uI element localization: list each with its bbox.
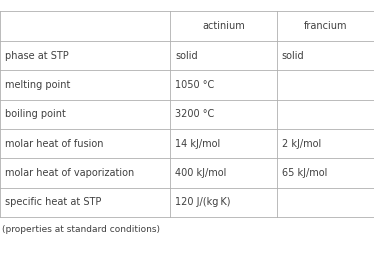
Text: 2 kJ/mol: 2 kJ/mol — [282, 139, 321, 149]
Text: molar heat of fusion: molar heat of fusion — [5, 139, 103, 149]
Text: solid: solid — [175, 51, 197, 60]
Text: boiling point: boiling point — [5, 109, 66, 119]
Text: melting point: melting point — [5, 80, 70, 90]
Text: francium: francium — [304, 21, 347, 31]
Text: 120 J/(kg K): 120 J/(kg K) — [175, 197, 230, 208]
Text: 14 kJ/mol: 14 kJ/mol — [175, 139, 220, 149]
Text: specific heat at STP: specific heat at STP — [5, 197, 101, 208]
Text: molar heat of vaporization: molar heat of vaporization — [5, 168, 134, 178]
Text: (properties at standard conditions): (properties at standard conditions) — [2, 225, 160, 234]
Text: solid: solid — [282, 51, 304, 60]
Text: phase at STP: phase at STP — [5, 51, 68, 60]
Text: actinium: actinium — [202, 21, 245, 31]
Text: 1050 °C: 1050 °C — [175, 80, 214, 90]
Text: 65 kJ/mol: 65 kJ/mol — [282, 168, 327, 178]
Text: 400 kJ/mol: 400 kJ/mol — [175, 168, 226, 178]
Text: 3200 °C: 3200 °C — [175, 109, 214, 119]
